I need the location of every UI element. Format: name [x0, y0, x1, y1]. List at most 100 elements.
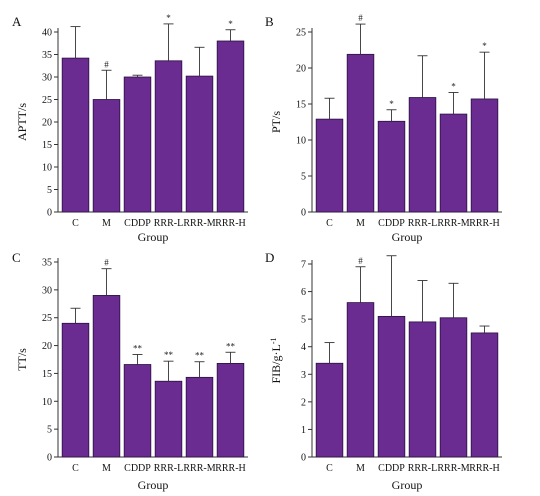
y-tick-label: 25 — [296, 28, 306, 39]
bar-cddp — [123, 76, 152, 213]
bar-rrr-h — [470, 98, 499, 213]
x-tick-label: RRR-M — [437, 463, 469, 474]
y-tick-label: 35 — [42, 50, 52, 61]
significance-marker: # — [104, 59, 109, 69]
y-tick-label: 0 — [47, 208, 52, 219]
significance-marker: * — [451, 81, 456, 91]
x-tick-label: C — [72, 463, 79, 474]
x-tick-label: RRR-M — [437, 218, 469, 229]
bar-rrr-l — [408, 321, 437, 458]
y-tick-label: 25 — [42, 313, 52, 324]
y-tick-label: 10 — [42, 397, 52, 408]
y-tick-label: 0 — [47, 453, 52, 464]
significance-marker: # — [358, 256, 363, 266]
bar-rrr-h — [470, 332, 499, 458]
significance-marker: * — [166, 13, 171, 23]
x-axis-label: Group — [138, 478, 169, 492]
y-tick-label: 1 — [301, 425, 306, 436]
bar-rrr-m — [185, 376, 214, 458]
y-axis-label: FIB/g·L-1 — [269, 337, 284, 383]
y-tick-label: 15 — [42, 140, 52, 151]
significance-marker: # — [104, 258, 109, 268]
panel-c: C 0 5 10 15 20 25 30 35 TT/s Group C # M ** CDDP ** RRR-L… — [12, 250, 248, 492]
x-tick-label: RRR-L — [154, 463, 183, 474]
x-tick-label: CDDP — [378, 218, 405, 229]
x-tick-label: CDDP — [124, 218, 151, 229]
y-axis-label: TT/s — [15, 348, 29, 371]
x-axis-label: Group — [392, 478, 423, 492]
panel-letter: A — [12, 14, 22, 29]
x-tick-label: RRR-L — [154, 218, 183, 229]
panel-b: B 0 5 10 15 20 25 PT/s Group C # M * CDDP RRR-L * RRR-M *… — [265, 13, 502, 244]
x-tick-label: RRR-L — [408, 218, 437, 229]
y-tick-label: 25 — [42, 95, 52, 106]
x-tick-label: CDDP — [124, 463, 151, 474]
bar-m — [92, 99, 121, 213]
y-tick-label: 20 — [42, 118, 52, 129]
bar-c — [61, 322, 90, 458]
x-tick-label: RRR-H — [215, 218, 246, 229]
y-tick-label: 40 — [42, 28, 52, 39]
significance-marker: ** — [133, 343, 143, 353]
bar-rrr-m — [439, 317, 468, 458]
y-tick-label: 2 — [301, 397, 306, 408]
y-tick-label: 10 — [296, 136, 306, 147]
y-tick-label: 4 — [301, 342, 306, 353]
x-axis-label: Group — [138, 230, 169, 244]
y-tick-label: 6 — [301, 287, 306, 298]
bar-cddp — [123, 364, 152, 458]
y-tick-label: 0 — [301, 453, 306, 464]
bar-rrr-m — [439, 113, 468, 213]
x-tick-label: C — [72, 218, 79, 229]
bar-m — [346, 302, 375, 458]
bar-rrr-h — [216, 362, 245, 458]
bar-rrr-l — [408, 97, 437, 213]
x-tick-label: C — [326, 463, 333, 474]
significance-marker: * — [228, 19, 233, 29]
y-axis-label: APTT/s — [15, 103, 29, 141]
bar-cddp — [377, 120, 406, 213]
y-tick-label: 5 — [301, 315, 306, 326]
panel-letter: B — [265, 14, 274, 29]
panel-letter: D — [265, 250, 274, 265]
significance-marker: ** — [226, 341, 236, 351]
y-tick-label: 15 — [296, 100, 306, 111]
x-axis-label: Group — [392, 230, 423, 244]
x-tick-label: RRR-M — [183, 463, 215, 474]
y-tick-label: 5 — [47, 185, 52, 196]
panel-d: D 0 1 2 3 4 5 6 7 FIB/g·L-1 Group C # M CDDP RRR-L RRR-M… — [265, 250, 502, 492]
y-axis-label: PT/s — [269, 111, 283, 133]
bar-rrr-h — [216, 40, 245, 213]
x-tick-label: M — [356, 463, 365, 474]
y-tick-label: 30 — [42, 73, 52, 84]
bar-m — [346, 53, 375, 213]
bar-rrr-l — [154, 60, 183, 213]
y-tick-label: 20 — [296, 64, 306, 75]
bar-c — [315, 118, 344, 213]
x-tick-label: RRR-H — [469, 218, 500, 229]
panel-letter: C — [12, 250, 21, 265]
x-tick-label: M — [102, 463, 111, 474]
bar-rrr-m — [185, 75, 214, 213]
y-tick-label: 15 — [42, 369, 52, 380]
bar-m — [92, 295, 121, 458]
x-tick-label: M — [356, 218, 365, 229]
y-tick-label: 35 — [42, 258, 52, 269]
bar-c — [61, 57, 90, 213]
panel-a: A 0 5 10 15 20 25 30 35 40 APTT/s Group C # M CDDP * RRR-… — [12, 13, 248, 244]
significance-marker: ** — [164, 350, 174, 360]
y-tick-label: 20 — [42, 341, 52, 352]
y-tick-label: 7 — [301, 260, 306, 271]
x-tick-label: CDDP — [378, 463, 405, 474]
bar-c — [315, 362, 344, 458]
y-tick-label: 0 — [301, 208, 306, 219]
y-tick-label: 30 — [42, 285, 52, 296]
y-tick-label: 3 — [301, 370, 306, 381]
significance-marker: * — [389, 99, 394, 109]
y-tick-label: 10 — [42, 163, 52, 174]
x-tick-label: RRR-H — [469, 463, 500, 474]
significance-marker: * — [482, 41, 487, 51]
x-tick-label: RRR-H — [215, 463, 246, 474]
significance-marker: # — [358, 13, 363, 23]
